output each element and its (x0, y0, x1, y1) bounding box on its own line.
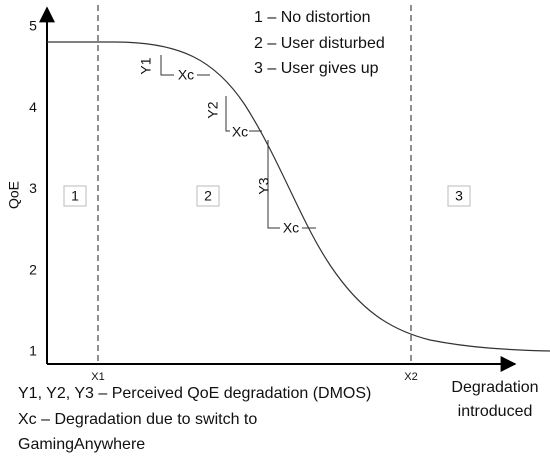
x-marker: X2 (404, 371, 417, 383)
footnote: Xc – Degradation due to switch to (18, 411, 257, 428)
x-marker: X1 (91, 371, 104, 383)
xc-annotation: Xc (232, 124, 248, 140)
y-tick-label: 4 (29, 99, 37, 115)
xc-annotation: Xc (283, 220, 299, 236)
y-tick-label: 1 (29, 343, 37, 359)
y-tick-label: 2 (29, 261, 37, 277)
region-label: 2 (204, 188, 212, 204)
footnote: GamingAnywhere (18, 436, 145, 453)
y-annotation: Y1 (138, 57, 154, 74)
y-tick-label: 5 (29, 18, 37, 34)
region-label: 1 (71, 188, 79, 204)
y-annotation: Y3 (256, 177, 272, 194)
y-tick-label: 3 (29, 180, 37, 196)
qoe-curve (47, 41, 550, 352)
xc-annotation: Xc (178, 67, 194, 83)
region-box (447, 185, 471, 207)
region-box (196, 185, 220, 207)
legend-item: 2 – User disturbed (254, 35, 385, 52)
legend-item: 1 – No distortion (254, 9, 371, 26)
brackets (160, 55, 316, 229)
x-axis-label: Degradation (451, 379, 538, 396)
region-box (63, 185, 87, 207)
y-annotation: Y2 (205, 101, 221, 118)
footnote: Y1, Y2, Y3 – Perceived QoE degradation (… (18, 385, 371, 402)
legend-item: 3 – User gives up (254, 60, 379, 77)
region-label: 3 (455, 188, 463, 204)
y-axis-label: QoE (6, 181, 22, 209)
x-axis-label: introduced (458, 403, 533, 420)
